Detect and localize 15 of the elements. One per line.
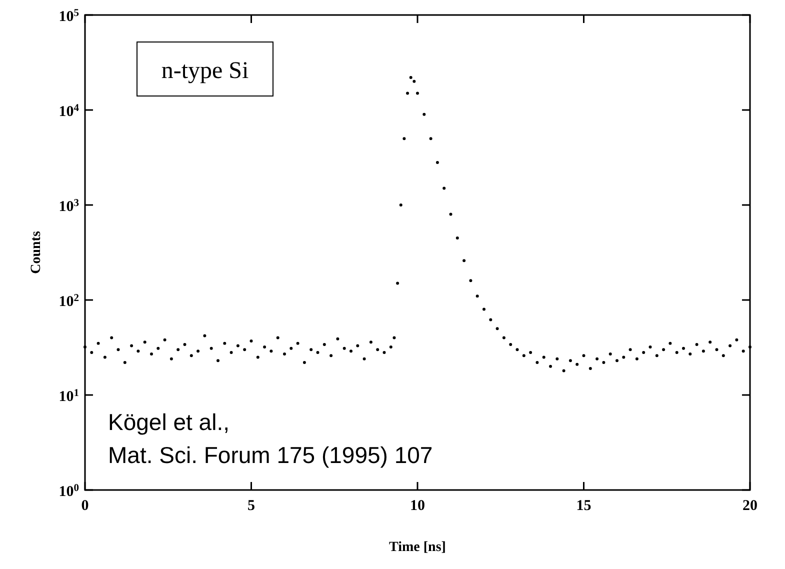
- annotation: n-type Si: [161, 58, 249, 84]
- x-tick-label: 10: [410, 498, 425, 514]
- y-tick-label: 10$^{1}$: [58, 388, 79, 405]
- x-tick-label: 15: [576, 498, 592, 514]
- annotation: Kögel et al., Mat. Sci. Forum 175 (1995) 107: [108, 409, 433, 468]
- y-tick-label: 10$^{0}$: [58, 482, 79, 500]
- y-axis-title: Counts: [29, 230, 44, 274]
- y-tick-label: 10$^{4}$: [58, 102, 80, 120]
- y-tick-label: 10$^{2}$: [58, 292, 79, 310]
- x-tick-label: 20: [742, 498, 758, 514]
- x-tick-label: 0: [81, 498, 89, 514]
- y-tick-label: 10$^{5}$: [58, 8, 79, 25]
- y-tick-label: 10$^{3}$: [58, 198, 79, 215]
- x-axis-title: Time [ns]: [389, 540, 446, 555]
- x-tick-label: 5: [248, 498, 255, 514]
